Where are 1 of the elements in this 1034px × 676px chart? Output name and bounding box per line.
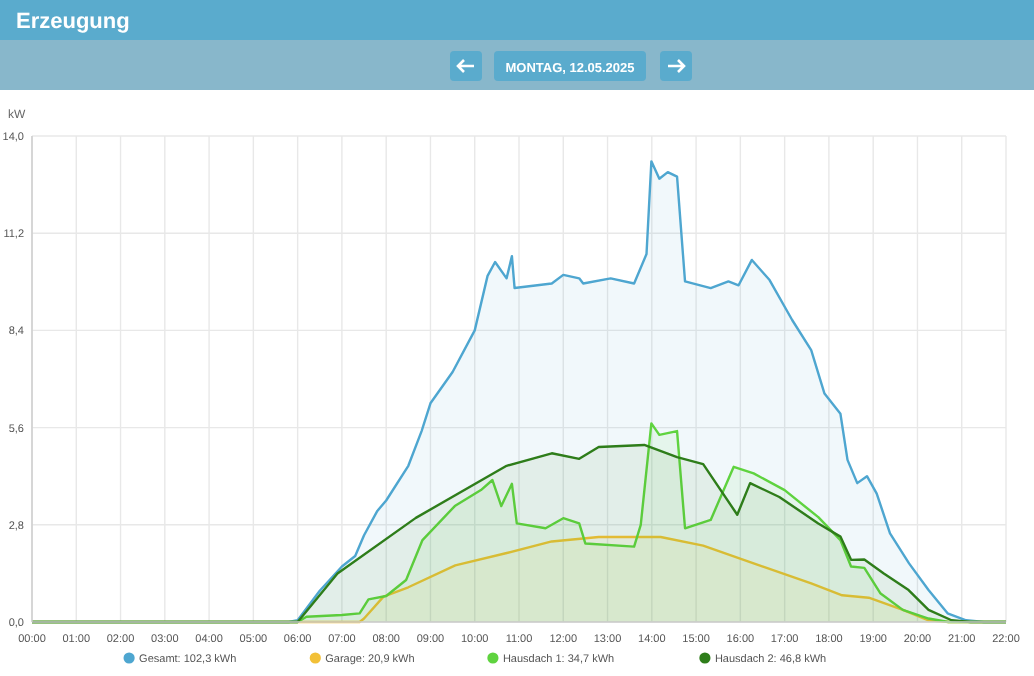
chart-title: Erzeugung xyxy=(16,10,130,34)
